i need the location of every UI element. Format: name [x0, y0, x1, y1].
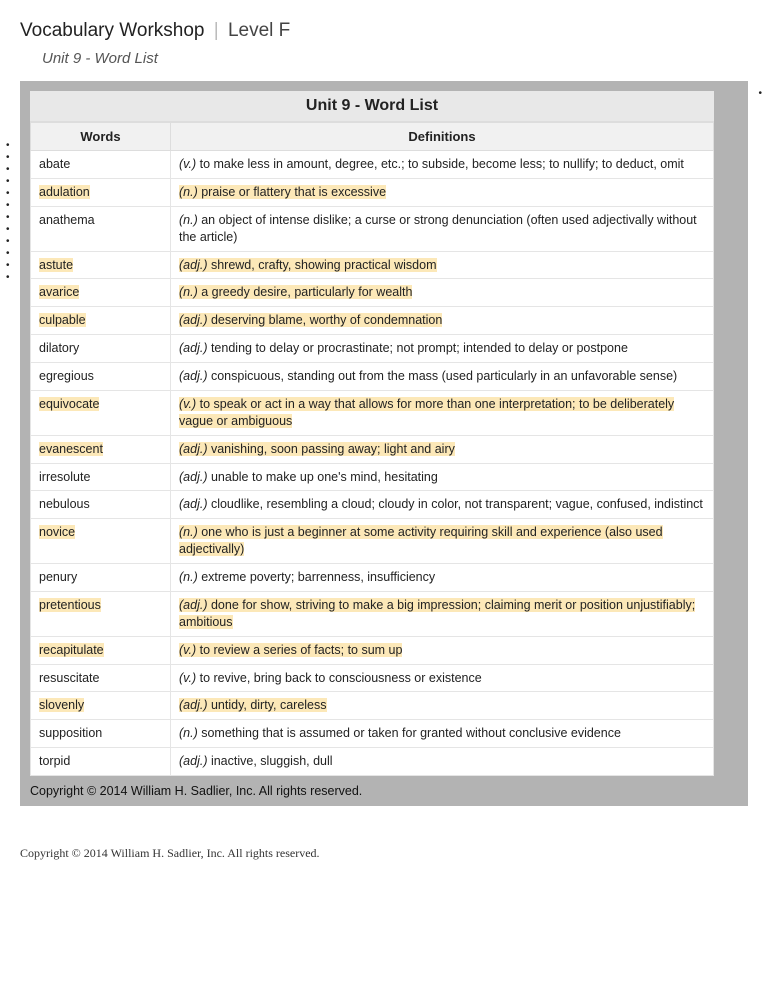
definition-cell: (n.) a greedy desire, particularly for w…: [171, 279, 714, 307]
table-row: astute(adj.) shrewd, crafty, showing pra…: [31, 251, 714, 279]
word-cell: adulation: [31, 178, 171, 206]
definition-cell: (v.) to revive, bring back to consciousn…: [171, 664, 714, 692]
table-header-row: Words Definitions: [31, 123, 714, 151]
table-row: penury(n.) extreme poverty; barrenness, …: [31, 564, 714, 592]
table-row: adulation(n.) praise or flattery that is…: [31, 178, 714, 206]
definition-cell: (adj.) shrewd, crafty, showing practical…: [171, 251, 714, 279]
word-cell: supposition: [31, 720, 171, 748]
word-cell: abate: [31, 151, 171, 179]
definition-cell: (n.) an object of intense dislike; a cur…: [171, 206, 714, 251]
definition-cell: (adj.) tending to delay or procrastinate…: [171, 335, 714, 363]
table-row: torpid(adj.) inactive, sluggish, dull: [31, 748, 714, 776]
table-row: slovenly(adj.) untidy, dirty, careless: [31, 692, 714, 720]
definition-cell: (adj.) deserving blame, worthy of condem…: [171, 307, 714, 335]
definition-cell: (adj.) cloudlike, resembling a cloud; cl…: [171, 491, 714, 519]
table-row: avarice(n.) a greedy desire, particularl…: [31, 279, 714, 307]
table-row: recapitulate(v.) to review a series of f…: [31, 636, 714, 664]
word-list-table-wrap: Unit 9 - Word List Words Definitions aba…: [30, 91, 714, 776]
word-cell: torpid: [31, 748, 171, 776]
definition-cell: (n.) praise or flattery that is excessiv…: [171, 178, 714, 206]
table-row: supposition(n.) something that is assume…: [31, 720, 714, 748]
word-cell: pretentious: [31, 591, 171, 636]
definition-cell: (adj.) unable to make up one's mind, hes…: [171, 463, 714, 491]
definition-cell: (n.) extreme poverty; barrenness, insuff…: [171, 564, 714, 592]
word-cell: evanescent: [31, 435, 171, 463]
definition-cell: (adj.) vanishing, soon passing away; lig…: [171, 435, 714, 463]
word-cell: recapitulate: [31, 636, 171, 664]
definition-cell: (v.) to make less in amount, degree, etc…: [171, 151, 714, 179]
table-row: equivocate(v.) to speak or act in a way …: [31, 390, 714, 435]
page-header: Vocabulary Workshop | Level F Unit 9 - W…: [20, 20, 748, 67]
definition-cell: (adj.) done for show, striving to make a…: [171, 591, 714, 636]
word-cell: dilatory: [31, 335, 171, 363]
table-row: resuscitate(v.) to revive, bring back to…: [31, 664, 714, 692]
content-block: Unit 9 - Word List Words Definitions aba…: [20, 81, 748, 806]
decorative-bullet-right: •: [758, 88, 762, 99]
word-cell: resuscitate: [31, 664, 171, 692]
table-title: Unit 9 - Word List: [30, 91, 714, 122]
table-row: egregious(adj.) conspicuous, standing ou…: [31, 363, 714, 391]
word-cell: novice: [31, 519, 171, 564]
definition-cell: (adj.) untidy, dirty, careless: [171, 692, 714, 720]
definition-cell: (n.) something that is assumed or taken …: [171, 720, 714, 748]
word-list-table: Words Definitions abate(v.) to make less…: [30, 122, 714, 776]
title-separator: |: [214, 20, 219, 41]
title-level: Level F: [228, 20, 290, 41]
word-cell: penury: [31, 564, 171, 592]
table-row: irresolute(adj.) unable to make up one's…: [31, 463, 714, 491]
table-row: abate(v.) to make less in amount, degree…: [31, 151, 714, 179]
word-cell: avarice: [31, 279, 171, 307]
table-row: nebulous(adj.) cloudlike, resembling a c…: [31, 491, 714, 519]
copyright-outer: Copyright © 2014 William H. Sadlier, Inc…: [0, 806, 768, 881]
word-cell: nebulous: [31, 491, 171, 519]
word-cell: irresolute: [31, 463, 171, 491]
table-row: anathema(n.) an object of intense dislik…: [31, 206, 714, 251]
definition-cell: (v.) to speak or act in a way that allow…: [171, 390, 714, 435]
word-cell: culpable: [31, 307, 171, 335]
title-main: Vocabulary Workshop: [20, 20, 204, 41]
col-header-words: Words: [31, 123, 171, 151]
decorative-bullets-left: ••••••••••••: [6, 140, 10, 284]
table-row: evanescent(adj.) vanishing, soon passing…: [31, 435, 714, 463]
word-cell: egregious: [31, 363, 171, 391]
word-cell: slovenly: [31, 692, 171, 720]
table-row: novice(n.) one who is just a beginner at…: [31, 519, 714, 564]
table-row: culpable(adj.) deserving blame, worthy o…: [31, 307, 714, 335]
definition-cell: (v.) to review a series of facts; to sum…: [171, 636, 714, 664]
definition-cell: (n.) one who is just a beginner at some …: [171, 519, 714, 564]
table-row: dilatory(adj.) tending to delay or procr…: [31, 335, 714, 363]
subhead: Unit 9 - Word List: [42, 50, 748, 67]
page-title: Vocabulary Workshop | Level F: [20, 20, 748, 42]
definition-cell: (adj.) conspicuous, standing out from th…: [171, 363, 714, 391]
table-row: pretentious(adj.) done for show, strivin…: [31, 591, 714, 636]
definition-cell: (adj.) inactive, sluggish, dull: [171, 748, 714, 776]
copyright-inner: Copyright © 2014 William H. Sadlier, Inc…: [20, 776, 748, 806]
word-cell: anathema: [31, 206, 171, 251]
col-header-definitions: Definitions: [171, 123, 714, 151]
word-cell: astute: [31, 251, 171, 279]
word-cell: equivocate: [31, 390, 171, 435]
